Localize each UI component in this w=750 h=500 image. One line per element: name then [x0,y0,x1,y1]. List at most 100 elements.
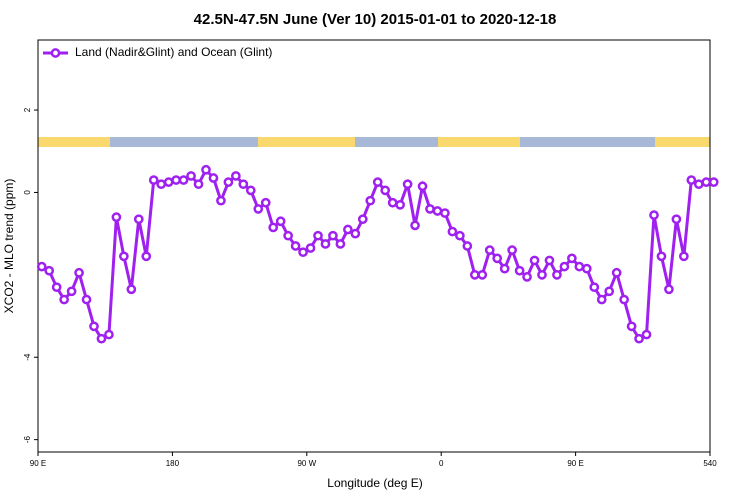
point [36,261,47,272]
point [365,195,376,206]
point [66,286,77,297]
point [290,241,301,251]
y-tick-label: -6 [23,436,32,444]
point [89,321,99,332]
point [223,177,234,187]
point [462,241,473,251]
point [298,247,308,258]
point [216,195,226,206]
point [357,214,368,225]
point [231,171,241,181]
point [477,269,488,280]
point [440,208,450,218]
point [455,230,465,241]
point [410,220,420,231]
point [380,185,391,196]
point [402,179,413,190]
point [641,329,652,340]
point [425,204,435,214]
legend-label: Land (Nadir&Glint) and Ocean (Glint) [75,45,272,59]
point [208,173,219,183]
point [544,255,555,266]
point [305,243,316,253]
point [96,333,107,344]
point [596,294,607,305]
point [693,179,704,190]
point [447,226,458,237]
point [335,239,346,249]
point [492,253,503,264]
point [649,210,659,220]
point [469,269,480,280]
point [634,333,644,344]
x-tick-label: 0 [439,459,444,468]
point [671,214,682,225]
x-tick-label: 90 W [297,459,316,468]
point [44,265,55,276]
point [253,204,264,214]
point [283,230,293,241]
point [679,251,689,262]
point [51,282,62,293]
point [537,269,547,280]
point [432,206,443,216]
point [626,321,637,332]
point [81,294,92,305]
x-tick-label: 90 E [567,459,583,468]
point [133,214,144,225]
point [514,265,525,276]
point [320,239,331,249]
point [499,263,510,274]
point [387,197,398,208]
point [178,175,189,185]
point [664,284,674,295]
point [656,251,667,262]
point [343,224,353,235]
point [245,185,256,196]
point [119,251,129,262]
point [529,255,540,266]
point [395,199,405,210]
point [574,261,585,272]
point [507,245,517,255]
point [59,294,69,305]
point [126,284,137,295]
x-tick-label: 90 E [30,459,46,468]
point [156,179,167,190]
point [201,164,211,175]
point [268,222,279,233]
point [708,177,719,187]
point [567,253,577,264]
point [104,329,114,340]
point [372,177,383,187]
plot-frame [37,39,711,453]
point [186,171,196,181]
point [148,175,159,185]
point [589,282,600,293]
point [484,245,495,255]
x-tick-label: 180 [166,459,180,468]
point [559,261,570,272]
point [701,177,712,187]
point [313,230,323,241]
y-tick-label: 2 [23,107,32,112]
point [163,177,174,187]
point [328,230,338,241]
point [193,179,204,190]
point [552,269,562,280]
y-tick-label: -4 [23,353,32,361]
point [171,175,181,185]
point [604,286,615,297]
point [275,216,286,227]
point [74,267,84,278]
point [111,212,122,223]
point [238,179,249,190]
legend-marker [50,48,61,58]
y-axis-label: XCO2 - MLO trend (ppm) [2,179,16,314]
y-tick-label: 0 [23,190,32,195]
x-tick-label: 540 [703,459,717,468]
point [260,197,271,208]
point [686,175,697,185]
